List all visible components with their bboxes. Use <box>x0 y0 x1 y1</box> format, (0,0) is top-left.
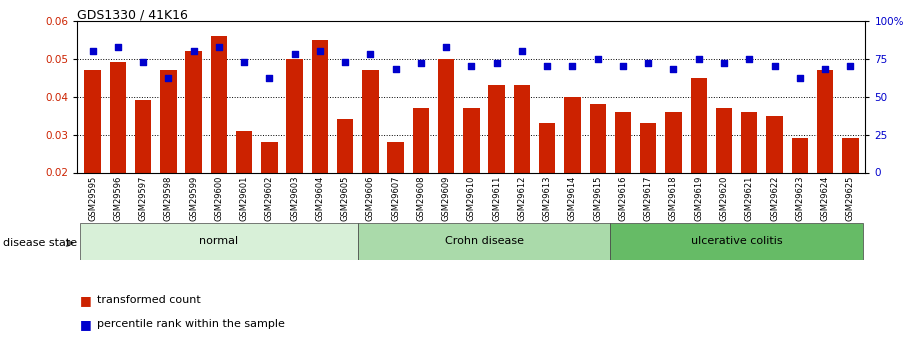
Bar <box>691 78 707 248</box>
Point <box>312 48 327 54</box>
Point <box>262 76 277 81</box>
Point <box>161 76 176 81</box>
Point <box>237 59 251 65</box>
Bar <box>514 85 530 248</box>
Point <box>843 63 857 69</box>
Bar <box>610 223 863 260</box>
Bar <box>589 104 606 248</box>
Bar <box>261 142 278 248</box>
Point <box>742 56 756 61</box>
Bar <box>85 70 101 248</box>
Point <box>666 67 681 72</box>
Point <box>818 67 833 72</box>
Point <box>363 51 378 57</box>
Bar <box>792 138 808 248</box>
Text: GDS1330 / 41K16: GDS1330 / 41K16 <box>77 9 189 22</box>
Text: percentile rank within the sample: percentile rank within the sample <box>97 319 284 329</box>
Bar <box>186 51 202 248</box>
Bar <box>488 85 505 248</box>
Bar <box>236 131 252 248</box>
Bar <box>640 123 657 248</box>
Text: ulcerative colitis: ulcerative colitis <box>691 237 783 246</box>
Bar <box>665 112 681 248</box>
Text: ■: ■ <box>80 294 92 307</box>
Point <box>540 63 555 69</box>
Text: transformed count: transformed count <box>97 295 200 305</box>
Point <box>110 44 125 49</box>
Bar <box>842 138 858 248</box>
Point <box>136 59 150 65</box>
Point <box>565 63 579 69</box>
Bar <box>539 123 556 248</box>
Point <box>767 63 782 69</box>
Point <box>388 67 403 72</box>
Point <box>641 60 656 66</box>
Bar <box>109 62 126 248</box>
Point <box>793 76 807 81</box>
Point <box>86 48 100 54</box>
Point <box>489 60 504 66</box>
Text: disease state: disease state <box>3 238 77 248</box>
Point <box>414 60 428 66</box>
Bar <box>358 223 610 260</box>
Point <box>439 44 454 49</box>
Bar <box>363 70 379 248</box>
Point <box>590 56 605 61</box>
Point <box>717 60 732 66</box>
Bar <box>716 108 732 248</box>
Text: normal: normal <box>200 237 239 246</box>
Bar <box>741 112 757 248</box>
Bar <box>337 119 353 248</box>
Point <box>515 48 529 54</box>
Bar <box>438 59 455 248</box>
Bar <box>80 223 358 260</box>
Bar <box>312 40 328 248</box>
Bar <box>387 142 404 248</box>
Point <box>616 63 630 69</box>
Point <box>211 44 226 49</box>
Bar <box>135 100 151 248</box>
Bar <box>286 59 302 248</box>
Text: ■: ■ <box>80 318 92 331</box>
Point <box>691 56 706 61</box>
Bar <box>210 36 227 248</box>
Bar <box>413 108 429 248</box>
Bar <box>817 70 834 248</box>
Bar <box>564 97 580 248</box>
Bar <box>766 116 783 248</box>
Bar <box>615 112 631 248</box>
Bar <box>160 70 177 248</box>
Bar <box>463 108 480 248</box>
Point <box>287 51 302 57</box>
Point <box>187 48 201 54</box>
Point <box>338 59 353 65</box>
Point <box>464 63 478 69</box>
Text: Crohn disease: Crohn disease <box>445 237 524 246</box>
